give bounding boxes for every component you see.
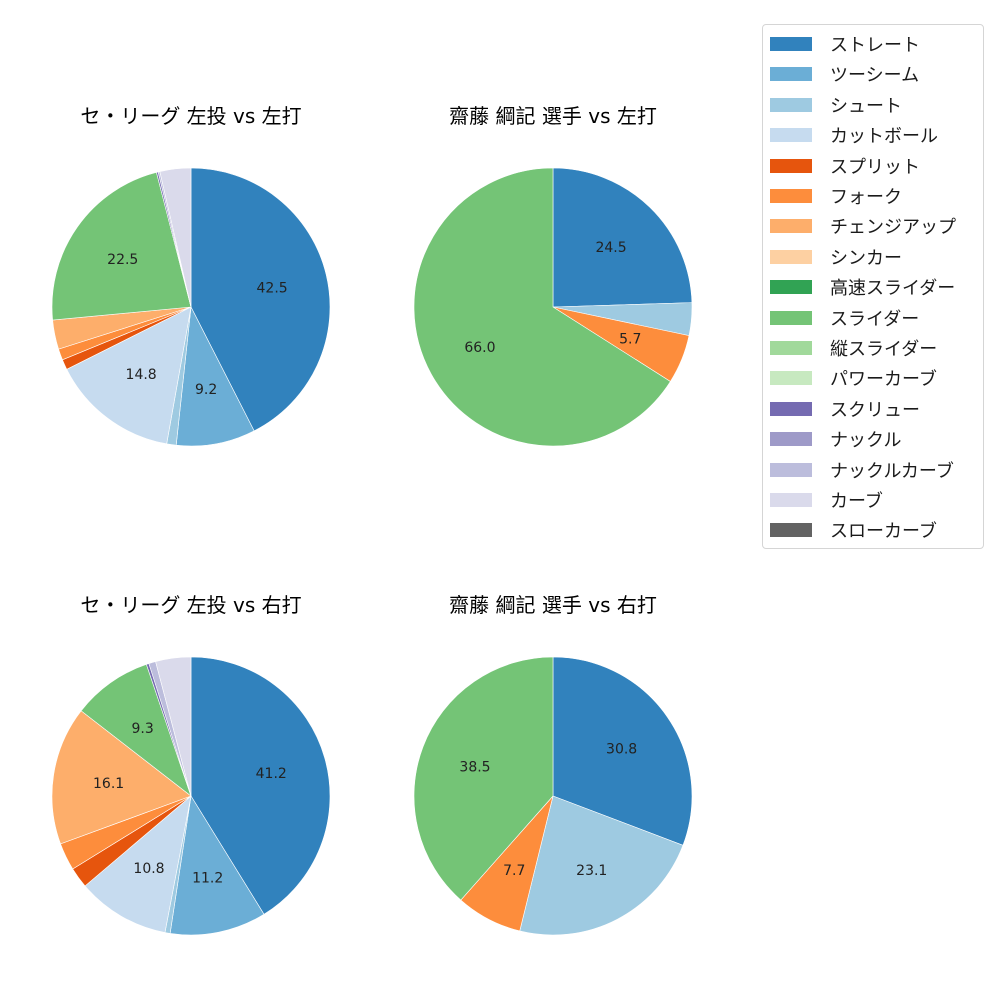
panel-title: セ・リーグ 左投 vs 右打 [80, 593, 302, 617]
pie-panel-player-vs-left: 齋藤 綱記 選手 vs 左打 24.5 5.7 66.0 [383, 100, 723, 500]
pie-slice [169, 795, 265, 936]
legend-label: 縦スライダー [830, 339, 938, 360]
legend-item: シンカー [770, 245, 902, 269]
legend-item: ストレート [770, 32, 920, 56]
slice-value-label: 10.8 [133, 861, 164, 877]
legend-swatch [770, 219, 812, 234]
slice-value-label: 30.8 [606, 742, 637, 758]
legend-swatch [770, 462, 812, 477]
pie-slice [51, 710, 192, 845]
legend-item: 縦スライダー [770, 336, 937, 360]
pie-slice [51, 172, 192, 321]
legend-item: ナックルカーブ [770, 458, 954, 482]
panel-title: セ・リーグ 左投 vs 左打 [80, 104, 302, 128]
legend-item: スクリュー [770, 397, 920, 421]
legend-swatch [770, 401, 812, 416]
slice-value-label: 42.5 [257, 281, 288, 297]
legend-label: ツーシーム [830, 65, 920, 87]
legend-swatch [770, 493, 812, 507]
legend-label: シンカー [830, 247, 902, 269]
pie-panel-league-vs-right: セ・リーグ 左投 vs 右打 41.2 11.2 10.8 16.1 9.3 [21, 589, 361, 989]
pie-panel-league-vs-left: セ・リーグ 左投 vs 左打 42.5 9.2 14.8 22.5 [21, 100, 361, 500]
legend-swatch [770, 37, 812, 51]
legend-label: ストレート [830, 35, 920, 56]
pie-slice [190, 167, 331, 432]
legend-swatch [770, 432, 812, 447]
slice-value-label: 23.1 [576, 863, 607, 879]
legend-swatch [770, 341, 812, 355]
legend-label: 高速スライダー [830, 278, 956, 300]
legend-item: パワーカーブ [770, 366, 937, 390]
legend-swatch [770, 67, 812, 82]
slice-value-label: 66.0 [464, 340, 495, 356]
slice-value-label: 9.3 [131, 721, 153, 737]
legend-swatch [770, 189, 812, 203]
pie-slice [413, 656, 554, 901]
legend-item: スプリット [770, 154, 920, 178]
legend-item: フォーク [770, 184, 902, 208]
legend-item: ツーシーム [770, 62, 919, 86]
pie-chart: 42.5 9.2 14.8 22.5 [51, 167, 331, 447]
legend-label: スクリュー [830, 399, 920, 421]
legend-label: パワーカーブ [830, 369, 937, 391]
legend-item: カーブ [770, 488, 883, 512]
slice-value-label: 9.2 [195, 382, 217, 398]
legend-swatch [770, 158, 812, 173]
legend-item: スローカーブ [770, 518, 937, 542]
legend-swatch [770, 249, 812, 264]
legend-swatch [770, 310, 812, 325]
slice-value-label: 41.2 [256, 766, 287, 782]
legend-label: フォーク [830, 187, 902, 208]
pie-slice [84, 795, 192, 933]
legend-swatch [770, 97, 812, 112]
legend-item: シュート [770, 93, 902, 117]
pie-slice [80, 663, 192, 797]
pie-slice [190, 656, 331, 915]
slice-value-label: 22.5 [107, 252, 138, 268]
legend-label: カーブ [830, 491, 883, 512]
legend-label: スライダー [830, 308, 920, 330]
legend: ストレートツーシームシュートカットボール スプリットフォークチェンジアップ シンカー… [762, 24, 984, 549]
slice-value-label: 38.5 [459, 759, 490, 775]
slice-value-label: 14.8 [126, 367, 157, 383]
legend-item: カットボール [770, 123, 938, 147]
legend-label: カットボール [830, 126, 938, 148]
legend-item: 高速スライダー [770, 275, 955, 299]
slice-value-label: 16.1 [93, 776, 124, 792]
pie-slice [519, 795, 684, 936]
legend-item: チェンジアップ [770, 214, 956, 238]
legend-swatch [770, 128, 812, 143]
pie-panel-player-vs-right: 齋藤 綱記 選手 vs 右打 30.8 23.1 7.7 38.5 [383, 589, 723, 989]
legend-swatch [770, 280, 812, 295]
pie-chart: 41.2 11.2 10.8 16.1 9.3 [51, 656, 331, 936]
legend-item: ナックル [770, 427, 901, 451]
legend-label: スローカーブ [830, 521, 937, 543]
legend-item: スライダー [770, 306, 919, 330]
pie-slice [66, 306, 192, 445]
slice-value-label: 11.2 [192, 871, 223, 887]
slice-value-label: 5.7 [619, 331, 641, 347]
pie-slice [155, 656, 192, 797]
pie-slice [413, 167, 671, 447]
legend-label: ナックル [830, 430, 902, 452]
pie-slice [552, 656, 693, 846]
panel-title: 齋藤 綱記 選手 vs 左打 [449, 104, 657, 128]
pie-chart: 30.8 23.1 7.7 38.5 [413, 656, 693, 936]
pie-slice [175, 305, 255, 447]
legend-label: ナックルカーブ [830, 460, 954, 482]
pie-slice [159, 167, 192, 308]
legend-swatch [770, 523, 812, 538]
legend-label: チェンジアップ [830, 217, 956, 239]
legend-label: シュート [830, 95, 902, 117]
pie-slice [552, 167, 693, 308]
slice-value-label: 24.5 [595, 240, 626, 256]
legend-label: スプリット [830, 156, 920, 178]
legend-swatch [770, 371, 812, 386]
pie-chart: 24.5 5.7 66.0 [413, 167, 693, 447]
slice-value-label: 7.7 [503, 863, 525, 879]
panel-title: 齋藤 綱記 選手 vs 右打 [449, 593, 657, 617]
